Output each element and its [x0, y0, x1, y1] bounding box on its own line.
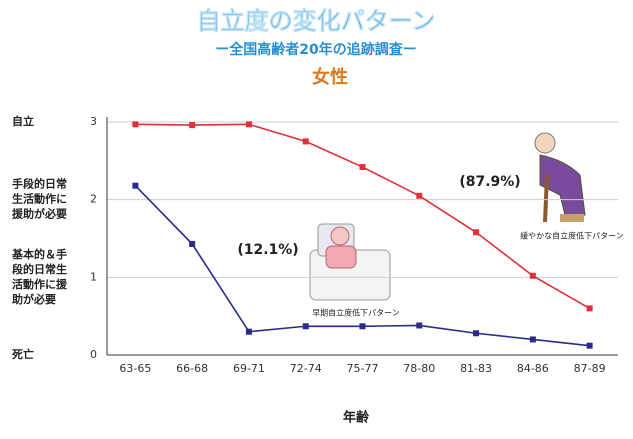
x-tick-label: 84-86	[517, 362, 549, 375]
x-axis-label: 年齢	[343, 410, 370, 426]
y-level-description: 手段的日常	[12, 177, 67, 191]
y-level-description: 活動作に援	[12, 277, 68, 291]
annotation: 早期自立度低下パターン	[312, 308, 400, 318]
data-point	[132, 121, 139, 128]
y-level-description: 生活動作に	[12, 192, 67, 206]
data-point	[473, 229, 480, 236]
x-tick-label: 87-89	[574, 362, 606, 375]
data-point	[245, 121, 252, 128]
data-point	[245, 328, 252, 335]
x-tick-label: 69-71	[233, 362, 265, 375]
y-level-description: 自立	[12, 114, 34, 128]
chart-subtitle: ー全国高齢者20年の追跡調査ー	[215, 41, 416, 58]
bed-illustration	[309, 223, 391, 301]
chart-subtitle: 女性	[312, 66, 348, 88]
data-point	[359, 164, 366, 171]
x-tick-label: 81-83	[460, 362, 492, 375]
y-tick-label: 1	[90, 270, 97, 283]
y-level-description: 助が必要	[12, 292, 56, 306]
y-tick-label: 2	[90, 193, 97, 206]
y-level-description: 基本的＆手	[11, 247, 67, 261]
data-point	[189, 122, 196, 129]
data-point	[302, 138, 309, 145]
data-point	[586, 305, 593, 312]
y-level-description: 援助が必要	[12, 207, 67, 221]
data-point	[302, 323, 309, 330]
y-level-description: 段的日常生	[12, 262, 67, 276]
data-point	[529, 272, 536, 279]
x-tick-label: 78-80	[403, 362, 435, 375]
data-point	[586, 342, 593, 349]
person-illustration	[534, 132, 586, 223]
y-level-description: 死亡	[12, 347, 34, 361]
annotation: (87.9%)	[459, 174, 520, 190]
x-tick-label: 75-77	[347, 362, 379, 375]
data-point	[416, 192, 423, 199]
y-tick-label: 3	[90, 115, 97, 128]
y-tick-label: 0	[90, 348, 97, 361]
data-point	[416, 322, 423, 329]
data-point	[529, 336, 536, 343]
x-tick-label: 63-65	[119, 362, 151, 375]
data-point	[359, 323, 366, 330]
annotation: (12.1%)	[237, 242, 298, 258]
chart-title: 自立度の変化パターン	[197, 7, 436, 35]
x-tick-label: 66-68	[176, 362, 208, 375]
data-point	[189, 240, 196, 247]
x-tick-label: 72-74	[290, 362, 322, 375]
data-point	[132, 182, 139, 189]
data-point	[473, 330, 480, 337]
annotation: 緩やかな自立度低下パターン	[520, 231, 624, 241]
